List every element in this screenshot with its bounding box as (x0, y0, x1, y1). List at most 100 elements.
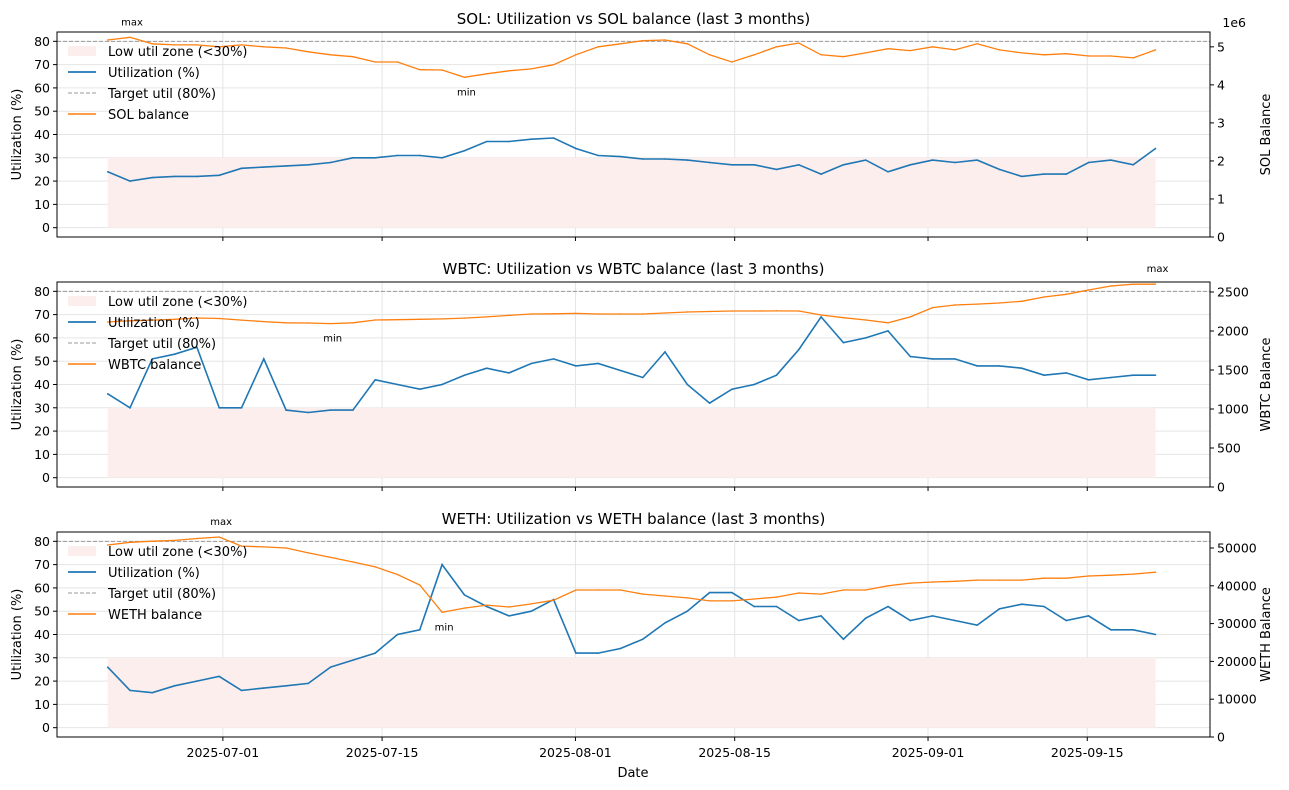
utilization-point (530, 138, 533, 140)
balance-point (708, 54, 711, 56)
balance-point (196, 537, 198, 540)
utilization-point (173, 175, 176, 178)
balance-point (887, 322, 889, 324)
utilization-point (240, 167, 243, 170)
balance-point (775, 310, 778, 312)
balance-point (731, 310, 733, 312)
utilization-point (441, 563, 443, 566)
y2-tick-label: 2500 (1217, 284, 1249, 299)
utilization-point (976, 365, 978, 367)
y-tick-label: 30 (34, 400, 50, 415)
utilization-point (664, 351, 666, 353)
utilization-point (798, 163, 800, 166)
balance-point (1021, 52, 1023, 54)
utilization-point (619, 647, 622, 650)
utilization-point (976, 159, 978, 161)
y2-axis-label: SOL Balance (1259, 94, 1274, 176)
utilization-point (641, 158, 644, 160)
y2-tick-label: 30000 (1217, 616, 1257, 631)
utilization-point (887, 330, 889, 332)
y-tick-label: 60 (34, 330, 50, 345)
legend-swatch-low-zone (68, 296, 96, 306)
balance-point (374, 61, 376, 63)
utilization-point (129, 406, 131, 409)
utilization-point (731, 163, 733, 166)
balance-point (396, 318, 399, 321)
balance-point (753, 54, 755, 56)
y2-tick-label: 10000 (1217, 692, 1257, 707)
balance-point (263, 320, 265, 323)
y-axis-label: Utilization (%) (10, 89, 25, 181)
utilization-point (129, 180, 131, 182)
utilization-point (1043, 605, 1045, 608)
y-tick-label: 10 (34, 447, 50, 462)
balance-point (218, 536, 220, 538)
balance-point (240, 545, 243, 547)
balance-point (1021, 300, 1023, 303)
balance-point (552, 313, 555, 315)
balance-point (441, 318, 443, 320)
balance-point (931, 581, 934, 583)
y2-tick-label: 2 (1217, 153, 1225, 168)
balance-point (753, 310, 755, 312)
utilization-point (1110, 376, 1112, 379)
y-tick-label: 10 (34, 197, 50, 212)
balance-point (129, 36, 131, 39)
utilization-point (240, 689, 243, 692)
y-tick-label: 0 (42, 720, 50, 735)
balance-point (931, 46, 934, 48)
balance-point (619, 589, 622, 591)
utilization-point (396, 154, 399, 157)
balance-point (842, 56, 845, 58)
y-tick-label: 0 (42, 220, 50, 235)
x-tick-label: 2025-07-15 (346, 745, 419, 760)
utilization-point (998, 168, 1001, 171)
legend-label: Low util zone (<30%) (108, 295, 248, 310)
y2-tick-label: 20000 (1217, 654, 1257, 669)
utilization-point (173, 353, 176, 356)
balance-point (173, 44, 176, 46)
balance-point (263, 546, 265, 548)
balance-point (1043, 54, 1045, 56)
balance-point (909, 582, 911, 584)
utilization-point (552, 358, 555, 360)
balance-point (954, 580, 956, 582)
balance-point (1110, 55, 1112, 57)
balance-point (151, 43, 153, 45)
utilization-point (842, 163, 845, 166)
utilization-point (463, 594, 466, 596)
utilization-point (329, 161, 332, 164)
utilization-point (218, 174, 220, 177)
annotation-max: max (1147, 264, 1169, 275)
utilization-point (285, 165, 287, 167)
utilization-point (285, 409, 287, 411)
utilization-point (864, 337, 867, 339)
y2-scale-label: 1e6 (1222, 15, 1246, 30)
balance-point (798, 310, 800, 312)
utilization-point (954, 358, 956, 360)
balance-point (329, 556, 332, 559)
y2-tick-label: 0 (1217, 480, 1225, 495)
balance-point (1065, 293, 1068, 296)
balance-point (820, 54, 822, 56)
y-tick-label: 30 (34, 650, 50, 665)
utilization-point (285, 684, 287, 687)
balance-point (1132, 573, 1134, 575)
y2-tick-label: 4 (1217, 77, 1225, 92)
legend-label: Utilization (%) (108, 566, 200, 581)
balance-point (151, 319, 153, 321)
balance-line (107, 536, 1156, 614)
balance-point (441, 69, 443, 71)
utilization-point (196, 346, 198, 349)
utilization-point (820, 173, 822, 175)
balance-point (575, 589, 577, 591)
y2-tick-label: 50000 (1217, 540, 1257, 555)
utilization-point (374, 156, 377, 159)
utilization-point (731, 388, 733, 390)
utilization-point (106, 170, 109, 173)
y-tick-label: 20 (34, 174, 50, 189)
utilization-point (106, 393, 109, 395)
balance-point (619, 43, 622, 45)
x-tick-label: 2025-08-15 (698, 745, 771, 760)
